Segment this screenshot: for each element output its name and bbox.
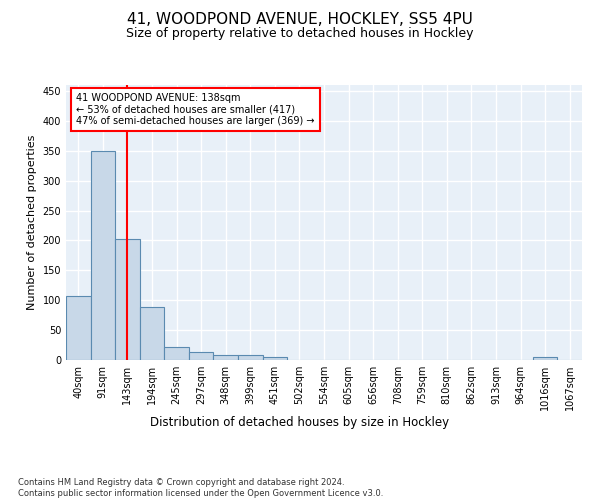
- Bar: [263, 357, 287, 360]
- Bar: [533, 357, 557, 360]
- Bar: [66, 296, 91, 360]
- Bar: [140, 308, 164, 360]
- Text: 41 WOODPOND AVENUE: 138sqm
← 53% of detached houses are smaller (417)
47% of sem: 41 WOODPOND AVENUE: 138sqm ← 53% of deta…: [76, 93, 315, 126]
- Text: 41, WOODPOND AVENUE, HOCKLEY, SS5 4PU: 41, WOODPOND AVENUE, HOCKLEY, SS5 4PU: [127, 12, 473, 28]
- Bar: [115, 238, 140, 360]
- Bar: [214, 355, 238, 360]
- Bar: [164, 347, 189, 360]
- Bar: [91, 152, 115, 360]
- Bar: [238, 355, 263, 360]
- Text: Contains HM Land Registry data © Crown copyright and database right 2024.
Contai: Contains HM Land Registry data © Crown c…: [18, 478, 383, 498]
- Bar: [189, 352, 214, 360]
- Text: Distribution of detached houses by size in Hockley: Distribution of detached houses by size …: [151, 416, 449, 429]
- Text: Size of property relative to detached houses in Hockley: Size of property relative to detached ho…: [126, 28, 474, 40]
- Y-axis label: Number of detached properties: Number of detached properties: [27, 135, 37, 310]
